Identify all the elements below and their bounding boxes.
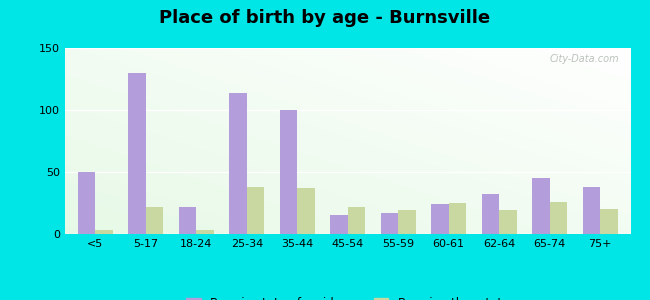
- Bar: [196, 230, 214, 234]
- Bar: [550, 202, 567, 234]
- Bar: [77, 172, 96, 234]
- Legend: Born in state of residence, Born in other state: Born in state of residence, Born in othe…: [187, 297, 509, 300]
- Bar: [499, 210, 517, 234]
- Bar: [448, 203, 467, 234]
- Bar: [146, 207, 163, 234]
- Bar: [600, 209, 618, 234]
- Text: City-Data.com: City-Data.com: [549, 54, 619, 64]
- Bar: [380, 213, 398, 234]
- Bar: [229, 93, 247, 234]
- Bar: [96, 230, 113, 234]
- Bar: [532, 178, 550, 234]
- Bar: [348, 207, 365, 234]
- Bar: [398, 210, 416, 234]
- Bar: [179, 207, 196, 234]
- Bar: [431, 204, 448, 234]
- Bar: [297, 188, 315, 234]
- Bar: [482, 194, 499, 234]
- Text: Place of birth by age - Burnsville: Place of birth by age - Burnsville: [159, 9, 491, 27]
- Bar: [247, 187, 265, 234]
- Bar: [582, 187, 600, 234]
- Bar: [330, 215, 348, 234]
- Bar: [280, 110, 297, 234]
- Bar: [128, 73, 146, 234]
